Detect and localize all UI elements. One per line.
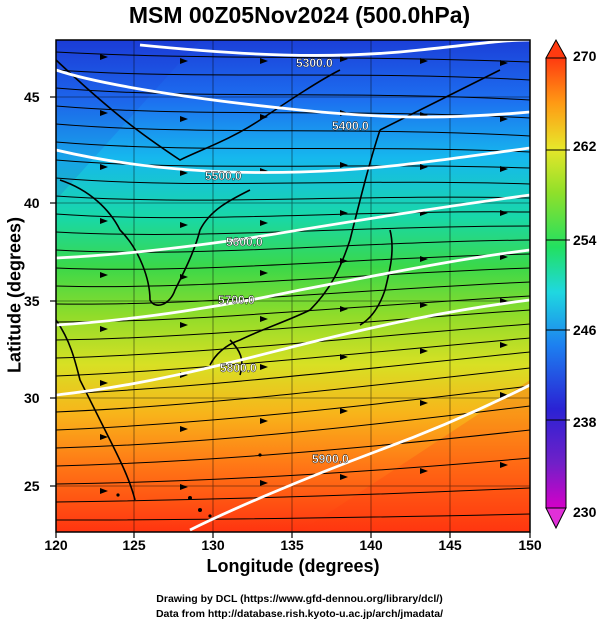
- contour-label-5600: 5600.0: [226, 235, 263, 249]
- colorbar-tick-label: 270: [573, 48, 597, 64]
- x-tick-label: 135: [280, 537, 304, 553]
- y-tick-label: 25: [24, 478, 40, 494]
- colorbar-tick-label: 254: [573, 232, 597, 248]
- x-tick-label: 140: [359, 537, 383, 553]
- map-title: MSM 00Z05Nov2024 (500.0hPa): [128, 2, 471, 28]
- x-axis-label: Longitude (degrees): [206, 556, 380, 576]
- credit-drawing: Drawing by DCL (https://www.gfd-dennou.o…: [156, 593, 443, 605]
- y-tick-label: 40: [24, 195, 40, 211]
- contour-label-5500: 5500.0: [205, 169, 242, 183]
- contour-label-5900: 5900.0: [312, 452, 349, 466]
- y-axis-label: Latitude (degrees): [4, 216, 25, 374]
- colorbar-tick-label: 238: [573, 414, 597, 430]
- x-tick-label: 125: [122, 537, 146, 553]
- contour-label-5800: 5800.0: [220, 361, 257, 375]
- colorbar-tick-label: 262: [573, 138, 597, 154]
- contour-label-5400: 5400.0: [332, 119, 369, 133]
- x-tick-label: 130: [201, 537, 225, 553]
- height-contours: [56, 40, 530, 532]
- colorbar: [545, 38, 570, 530]
- colorbar-tick-label: 246: [573, 322, 597, 338]
- x-tick-label: 150: [518, 537, 542, 553]
- plot-frame: [55, 39, 531, 533]
- x-tick-label: 120: [44, 537, 68, 553]
- contour-label-5300: 5300.0: [296, 56, 333, 70]
- wind-arrowheads: [100, 54, 508, 494]
- colorbar-tick-label: 230: [573, 504, 597, 520]
- credit-data: Data from http://database.rish.kyoto-u.a…: [155, 608, 444, 620]
- x-tick-label: 145: [438, 537, 462, 553]
- contour-labels: 5300.0 5400.0 5500.0 5600.0 5700.0 5800.…: [205, 56, 369, 466]
- contour-label-5700: 5700.0: [218, 293, 255, 307]
- y-tick-label: 35: [24, 293, 40, 309]
- y-tick-label: 30: [24, 390, 40, 406]
- wind-streamlines: [56, 51, 530, 521]
- y-tick-label: 45: [24, 89, 40, 105]
